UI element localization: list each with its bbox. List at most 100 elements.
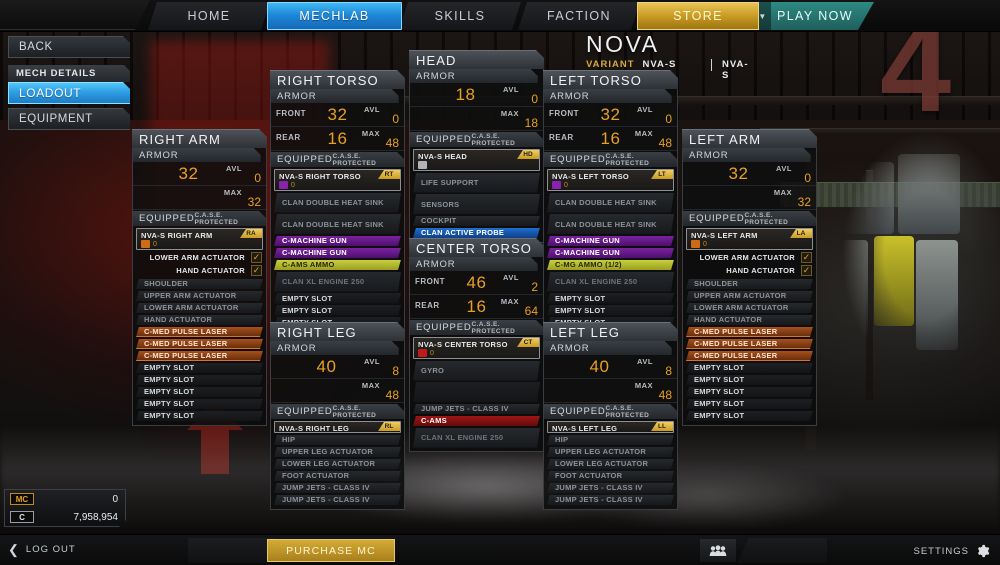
critical-slot[interactable]: FOOT ACTUATOR bbox=[547, 471, 674, 482]
critical-slot[interactable]: LOWER ARM ACTUATOR bbox=[136, 303, 263, 314]
component-item-right-arm[interactable]: NVA-S RIGHT ARM RA 0 bbox=[136, 228, 263, 250]
armor-row-rear[interactable]: REAR 16 MAX 64 bbox=[410, 295, 543, 319]
actuator-checkbox[interactable]: ✓ bbox=[801, 252, 812, 263]
critical-slot[interactable]: CLAN DOUBLE HEAT SINK bbox=[274, 214, 401, 234]
critical-slot[interactable]: SENSORS bbox=[413, 194, 540, 214]
component-item-left-arm[interactable]: NVA-S LEFT ARM LA 0 bbox=[686, 228, 813, 250]
critical-slot[interactable]: CLAN XL ENGINE 250 bbox=[547, 272, 674, 292]
critical-slot[interactable]: C-MACHINE GUN bbox=[274, 236, 401, 247]
armor-row-front[interactable]: 32 AVL 0 bbox=[683, 162, 816, 186]
armor-row-rear[interactable]: MAX 48 bbox=[271, 379, 404, 403]
chevron-down-icon[interactable]: ▼ bbox=[755, 2, 771, 30]
critical-slot[interactable]: LOWER ARM ACTUATOR bbox=[686, 303, 813, 314]
actuator-checkbox[interactable]: ✓ bbox=[801, 265, 812, 276]
critical-slot[interactable]: EMPTY SLOT bbox=[547, 305, 674, 316]
critical-slot[interactable]: GYRO bbox=[413, 361, 540, 381]
back-button[interactable]: BACK bbox=[8, 36, 130, 58]
critical-slot[interactable]: EMPTY SLOT bbox=[547, 293, 674, 304]
actuator-toggle-row[interactable]: LOWER ARM ACTUATOR ✓ bbox=[683, 251, 816, 264]
critical-slot[interactable]: EMPTY SLOT bbox=[136, 363, 263, 374]
tab-skills[interactable]: SKILLS bbox=[399, 2, 521, 30]
armor-row-rear[interactable]: MAX 32 bbox=[683, 186, 816, 210]
critical-slot[interactable]: HAND ACTUATOR bbox=[686, 315, 813, 326]
armor-row-rear[interactable]: REAR 16 MAX 48 bbox=[271, 127, 404, 151]
critical-slot[interactable]: CLAN ACTIVE PROBE bbox=[413, 228, 540, 239]
armor-row-front[interactable]: FRONT 46 AVL 2 bbox=[410, 271, 543, 295]
critical-slot[interactable]: C-MG AMMO (1/2) bbox=[547, 260, 674, 271]
critical-slot[interactable]: C-MED PULSE LASER bbox=[136, 351, 263, 362]
critical-slot[interactable]: CLAN XL ENGINE 250 bbox=[413, 428, 540, 448]
component-item-left-torso[interactable]: NVA-S LEFT TORSO LT 0 bbox=[547, 169, 674, 191]
critical-slot[interactable]: HAND ACTUATOR bbox=[136, 315, 263, 326]
tab-play-now[interactable]: ▼ PLAY NOW bbox=[756, 2, 874, 30]
critical-slot[interactable]: CLAN DOUBLE HEAT SINK bbox=[547, 214, 674, 234]
critical-slot[interactable]: UPPER LEG ACTUATOR bbox=[547, 447, 674, 458]
critical-slot[interactable]: EMPTY SLOT bbox=[136, 411, 263, 422]
purchase-mc-button[interactable]: PURCHASE MC bbox=[267, 539, 395, 562]
critical-slot[interactable]: C-AMS AMMO bbox=[274, 260, 401, 271]
armor-row-rear[interactable]: REAR 16 MAX 48 bbox=[544, 127, 677, 151]
sidebar-item-equipment[interactable]: EQUIPMENT bbox=[8, 108, 130, 130]
armor-row-rear[interactable]: MAX 18 bbox=[410, 107, 543, 131]
critical-slot[interactable]: EMPTY SLOT bbox=[686, 411, 813, 422]
critical-slot[interactable]: LOWER LEG ACTUATOR bbox=[274, 459, 401, 470]
component-item-center-torso[interactable]: NVA-S CENTER TORSO CT 0 bbox=[413, 337, 540, 359]
critical-slot[interactable]: CLAN DOUBLE HEAT SINK bbox=[547, 193, 674, 213]
critical-slot[interactable]: SHOULDER bbox=[136, 279, 263, 290]
critical-slot[interactable]: JUMP JETS - CLASS IV bbox=[274, 483, 401, 494]
critical-slot[interactable]: C-MED PULSE LASER bbox=[686, 339, 813, 350]
critical-slot[interactable]: SHOULDER bbox=[686, 279, 813, 290]
critical-slot[interactable]: UPPER ARM ACTUATOR bbox=[686, 291, 813, 302]
critical-slot[interactable]: EMPTY SLOT bbox=[686, 387, 813, 398]
critical-slot[interactable]: EMPTY SLOT bbox=[274, 305, 401, 316]
critical-slot[interactable]: EMPTY SLOT bbox=[136, 399, 263, 410]
actuator-toggle-row[interactable]: LOWER ARM ACTUATOR ✓ bbox=[133, 251, 266, 264]
critical-slot[interactable]: C-AMS bbox=[413, 416, 540, 427]
armor-row-front[interactable]: FRONT 32 AVL 0 bbox=[271, 103, 404, 127]
critical-slot[interactable]: C-MED PULSE LASER bbox=[136, 339, 263, 350]
component-item-head[interactable]: NVA-S HEAD HD bbox=[413, 149, 540, 171]
critical-slot[interactable]: C-MACHINE GUN bbox=[274, 248, 401, 259]
critical-slot[interactable] bbox=[413, 382, 540, 402]
actuator-checkbox[interactable]: ✓ bbox=[251, 252, 262, 263]
critical-slot[interactable]: C-MACHINE GUN bbox=[547, 236, 674, 247]
critical-slot[interactable]: EMPTY SLOT bbox=[686, 399, 813, 410]
critical-slot[interactable]: C-MED PULSE LASER bbox=[136, 327, 263, 338]
critical-slot[interactable]: EMPTY SLOT bbox=[686, 363, 813, 374]
critical-slot[interactable]: EMPTY SLOT bbox=[686, 375, 813, 386]
tab-mechlab[interactable]: MECHLAB bbox=[267, 2, 402, 30]
tab-store[interactable]: STORE bbox=[637, 2, 759, 30]
critical-slot[interactable]: COCKPIT bbox=[413, 216, 540, 227]
social-button[interactable] bbox=[700, 539, 736, 562]
critical-slot[interactable]: JUMP JETS - CLASS IV bbox=[547, 483, 674, 494]
armor-row-front[interactable]: 40 AVL 8 bbox=[271, 355, 404, 379]
critical-slot[interactable]: C-MED PULSE LASER bbox=[686, 327, 813, 338]
settings-button[interactable]: SETTINGS bbox=[913, 544, 990, 558]
actuator-checkbox[interactable]: ✓ bbox=[251, 265, 262, 276]
armor-row-rear[interactable]: MAX 32 bbox=[133, 186, 266, 210]
critical-slot[interactable]: EMPTY SLOT bbox=[136, 387, 263, 398]
critical-slot[interactable]: JUMP JETS - CLASS IV bbox=[413, 404, 540, 415]
component-item-right-leg[interactable]: NVA-S RIGHT LEG RL bbox=[274, 421, 401, 433]
tab-faction[interactable]: FACTION bbox=[518, 2, 640, 30]
critical-slot[interactable]: C-MED PULSE LASER bbox=[686, 351, 813, 362]
sidebar-item-loadout[interactable]: LOADOUT bbox=[8, 82, 130, 104]
critical-slot[interactable]: UPPER LEG ACTUATOR bbox=[274, 447, 401, 458]
armor-row-front[interactable]: 32 AVL 0 bbox=[133, 162, 266, 186]
critical-slot[interactable]: JUMP JETS - CLASS IV bbox=[547, 495, 674, 506]
actuator-toggle-row[interactable]: HAND ACTUATOR ✓ bbox=[683, 264, 816, 277]
critical-slot[interactable]: CLAN XL ENGINE 250 bbox=[274, 272, 401, 292]
critical-slot[interactable]: EMPTY SLOT bbox=[136, 375, 263, 386]
critical-slot[interactable]: HIP bbox=[547, 435, 674, 446]
armor-row-front[interactable]: 40 AVL 8 bbox=[544, 355, 677, 379]
component-item-left-leg[interactable]: NVA-S LEFT LEG LL bbox=[547, 421, 674, 433]
armor-row-front[interactable]: FRONT 32 AVL 0 bbox=[544, 103, 677, 127]
critical-slot[interactable]: UPPER ARM ACTUATOR bbox=[136, 291, 263, 302]
critical-slot[interactable]: LOWER LEG ACTUATOR bbox=[547, 459, 674, 470]
critical-slot[interactable]: JUMP JETS - CLASS IV bbox=[274, 495, 401, 506]
critical-slot[interactable]: EMPTY SLOT bbox=[274, 293, 401, 304]
logout-button[interactable]: ❮ LOG OUT bbox=[8, 543, 76, 556]
component-item-right-torso[interactable]: NVA-S RIGHT TORSO RT 0 bbox=[274, 169, 401, 191]
tab-home[interactable]: HOME bbox=[148, 2, 270, 30]
critical-slot[interactable]: LIFE SUPPORT bbox=[413, 173, 540, 193]
